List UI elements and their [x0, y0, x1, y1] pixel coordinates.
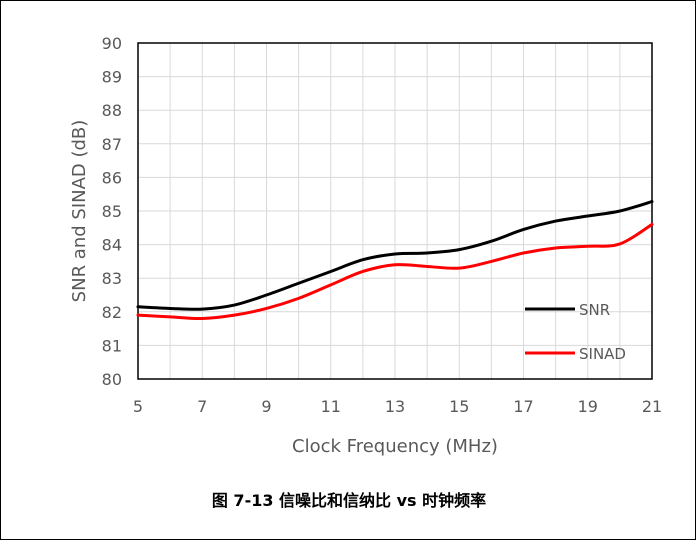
x-tick-label: 21 — [642, 397, 662, 416]
y-tick-label: 80 — [102, 370, 122, 389]
y-tick-label: 82 — [102, 303, 122, 322]
y-tick-label: 88 — [102, 101, 122, 120]
y-tick-label: 83 — [102, 269, 122, 288]
chart: 5 7 9 11 13 15 17 19 21 80 81 82 83 84 85 86 87 88 89 90 C… — [69, 34, 662, 457]
x-tick-label: 19 — [578, 397, 598, 416]
y-tick-label: 89 — [102, 68, 122, 87]
y-tick-label: 84 — [102, 236, 122, 255]
y-axis-title: SNR and SINAD (dB) — [69, 120, 90, 303]
y-tick-label: 85 — [102, 202, 122, 221]
series-layer — [136, 200, 654, 321]
series-line-snr — [136, 200, 654, 311]
x-tick-label: 11 — [321, 397, 341, 416]
legend-label-snr: SNR — [579, 301, 610, 319]
y-tick-label: 87 — [102, 135, 122, 154]
plot-area-border — [137, 42, 653, 380]
y-tick-labels: 80 81 82 83 84 85 86 87 88 89 90 — [102, 34, 122, 389]
x-axis-title: Clock Frequency (MHz) — [292, 436, 498, 457]
figure-caption: 图 7-13 信噪比和信纳比 vs 时钟频率 — [211, 491, 487, 510]
y-tick-label: 81 — [102, 336, 122, 355]
x-tick-labels: 5 7 9 11 13 15 17 19 21 — [133, 397, 662, 416]
x-tick-label: 9 — [261, 397, 271, 416]
y-tick-label: 86 — [102, 168, 122, 187]
legend-label-sinad: SINAD — [579, 345, 626, 363]
y-tick-label: 90 — [102, 34, 122, 53]
series-line-sinad — [136, 222, 654, 321]
gridlines — [137, 42, 653, 380]
x-tick-label: 13 — [385, 397, 405, 416]
x-tick-label: 17 — [513, 397, 533, 416]
x-tick-label: 7 — [197, 397, 207, 416]
x-tick-label: 5 — [133, 397, 143, 416]
legend: SNR SINAD — [525, 301, 626, 363]
x-tick-label: 15 — [449, 397, 469, 416]
